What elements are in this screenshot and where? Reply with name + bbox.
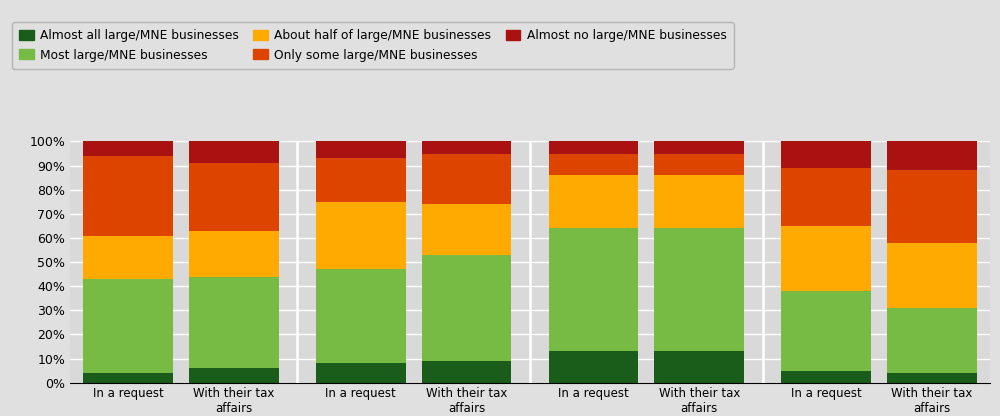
Bar [189, 277, 279, 368]
Bar [549, 352, 638, 383]
Bar [887, 171, 977, 243]
Bar [781, 168, 871, 226]
Bar [422, 204, 511, 255]
Legend: Almost all large/MNE businesses, Most large/MNE businesses, About half of large/: Almost all large/MNE businesses, Most la… [12, 22, 734, 69]
Bar [422, 255, 511, 361]
Bar [887, 373, 977, 383]
Bar [316, 202, 406, 269]
Bar [189, 231, 279, 277]
Bar [83, 141, 173, 156]
Bar [781, 141, 871, 168]
Bar [654, 175, 744, 228]
Bar [316, 141, 406, 158]
Bar [316, 158, 406, 202]
Bar [887, 308, 977, 373]
Bar [549, 228, 638, 352]
Bar [422, 141, 511, 154]
Bar [83, 235, 173, 279]
Bar [316, 269, 406, 364]
Bar [549, 175, 638, 228]
Bar [781, 226, 871, 291]
Bar [781, 291, 871, 371]
Bar [189, 163, 279, 231]
Bar [189, 141, 279, 163]
Bar [654, 141, 744, 154]
Bar [422, 154, 511, 204]
Bar [422, 361, 511, 383]
Bar [654, 228, 744, 352]
Bar [189, 368, 279, 383]
Bar [83, 373, 173, 383]
Bar [781, 371, 871, 383]
Bar [316, 364, 406, 383]
Bar [887, 141, 977, 171]
Bar [654, 352, 744, 383]
Bar [549, 154, 638, 175]
Bar [83, 156, 173, 235]
Bar [887, 243, 977, 308]
Bar [654, 154, 744, 175]
Bar [83, 279, 173, 373]
Bar [549, 141, 638, 154]
